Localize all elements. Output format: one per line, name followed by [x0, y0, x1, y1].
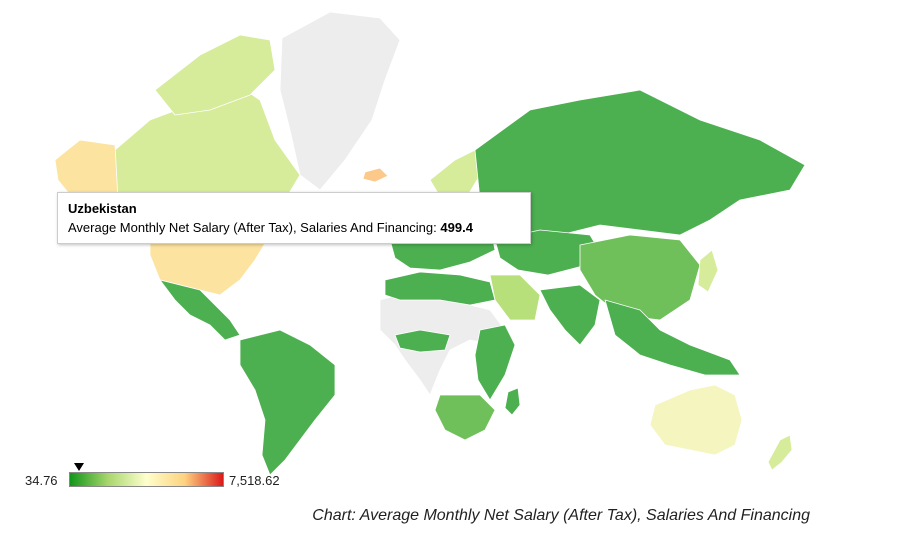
region-east-africa[interactable] — [474, 324, 516, 401]
region-west-africa[interactable] — [394, 329, 451, 353]
region-greenland[interactable] — [279, 11, 401, 191]
region-southern-africa[interactable] — [434, 394, 496, 441]
region-middle-east[interactable] — [489, 274, 541, 321]
tooltip-country: Uzbekistan — [68, 201, 137, 216]
tooltip-metric-label: Average Monthly Net Salary (After Tax), … — [68, 220, 437, 235]
region-iceland[interactable] — [362, 167, 389, 183]
color-legend-bar — [69, 472, 224, 487]
region-south-america[interactable] — [239, 329, 336, 476]
chart-caption: Chart: Average Monthly Net Salary (After… — [312, 507, 810, 524]
legend-min-label: 34.76 — [25, 473, 58, 488]
map-tooltip: Uzbekistan Average Monthly Net Salary (A… — [57, 192, 531, 244]
region-madagascar[interactable] — [504, 387, 521, 416]
region-arctic-canada[interactable] — [154, 34, 276, 116]
region-southeast-asia[interactable] — [604, 299, 741, 376]
region-north-africa[interactable] — [384, 271, 496, 306]
region-new-zealand[interactable] — [767, 434, 793, 471]
region-south-asia[interactable] — [539, 284, 601, 346]
legend-marker-icon — [74, 463, 84, 471]
region-mexico[interactable] — [159, 279, 241, 341]
region-japan[interactable] — [697, 249, 719, 293]
tooltip-value: 499.4 — [440, 220, 473, 235]
region-australia[interactable] — [649, 384, 743, 456]
region-china[interactable] — [579, 234, 701, 321]
legend-max-label: 7,518.62 — [229, 473, 280, 488]
